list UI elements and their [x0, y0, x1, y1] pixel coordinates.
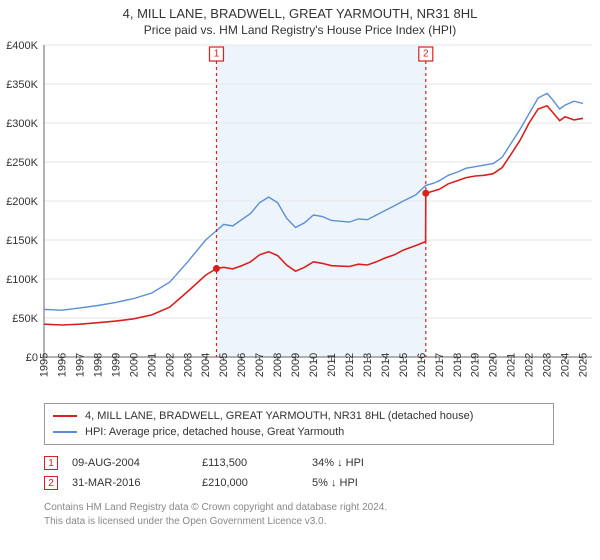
- event-row: 2 31-MAR-2016£210,0005% ↓ HPI: [44, 473, 554, 493]
- xtick-label: 2013: [362, 353, 374, 377]
- xtick-label: 2003: [182, 353, 194, 377]
- chart-title: 4, MILL LANE, BRADWELL, GREAT YARMOUTH, …: [0, 6, 600, 21]
- xtick-label: 2018: [452, 353, 464, 377]
- ytick-label: £100K: [6, 274, 38, 286]
- xtick-label: 2023: [542, 353, 554, 377]
- event-mini-box: 2: [44, 476, 58, 490]
- ytick-label: £50K: [12, 313, 38, 325]
- footnote-line2: This data is licensed under the Open Gov…: [44, 515, 554, 529]
- xtick-label: 2025: [578, 353, 590, 377]
- legend-label: HPI: Average price, detached house, Grea…: [85, 426, 344, 438]
- event-row: 1 09-AUG-2004£113,50034% ↓ HPI: [44, 453, 554, 473]
- ytick-label: £400K: [6, 40, 38, 52]
- legend-label: 4, MILL LANE, BRADWELL, GREAT YARMOUTH, …: [85, 410, 473, 422]
- ytick-label: £150K: [6, 235, 38, 247]
- xtick-label: 2004: [200, 353, 212, 377]
- xtick-label: 2022: [524, 353, 536, 377]
- legend: 4, MILL LANE, BRADWELL, GREAT YARMOUTH, …: [44, 403, 554, 445]
- xtick-label: 2008: [272, 353, 284, 377]
- event-price: £113,500: [202, 457, 312, 469]
- xtick-label: 2000: [128, 353, 140, 377]
- xtick-label: 2011: [326, 353, 338, 377]
- xtick-label: 1997: [74, 353, 86, 377]
- footnote: Contains HM Land Registry data © Crown c…: [44, 501, 554, 528]
- event-mini-box: 1: [44, 456, 58, 470]
- ytick-label: £350K: [6, 79, 38, 91]
- footnote-line1: Contains HM Land Registry data © Crown c…: [44, 501, 554, 515]
- chart-subtitle: Price paid vs. HM Land Registry's House …: [0, 23, 600, 37]
- event-dot: [422, 190, 429, 197]
- xtick-label: 2012: [344, 353, 356, 377]
- xtick-label: 1995: [39, 353, 51, 377]
- chart-svg: £0 £50K £100K £150K £200K £250K £300K £350K £400…: [0, 37, 600, 397]
- ytick-label: £250K: [6, 157, 38, 169]
- legend-swatch: [53, 431, 77, 433]
- xtick-label: 2001: [146, 353, 158, 377]
- xtick-label: 2010: [308, 353, 320, 377]
- ytick-label: £200K: [6, 196, 38, 208]
- xtick-label: 2005: [218, 353, 230, 377]
- xtick-label: 1996: [56, 353, 68, 377]
- event-dot: [213, 265, 220, 272]
- ytick-label: £0: [26, 352, 38, 364]
- ytick-label: £300K: [6, 118, 38, 130]
- event-diff: 34% ↓ HPI: [312, 457, 442, 469]
- xtick-label: 2020: [488, 353, 500, 377]
- legend-item: HPI: Average price, detached house, Grea…: [53, 424, 545, 440]
- events-list: 1 09-AUG-2004£113,50034% ↓ HPI 2 31-MAR-201…: [44, 453, 554, 493]
- event-number: 2: [423, 49, 429, 60]
- chart: £0 £50K £100K £150K £200K £250K £300K £350K £400…: [0, 37, 600, 397]
- event-number: 1: [214, 49, 220, 60]
- xtick-label: 2007: [254, 353, 266, 377]
- legend-swatch: [53, 415, 77, 417]
- xtick-label: 2002: [164, 353, 176, 377]
- xtick-label: 2021: [506, 353, 518, 377]
- event-price: £210,000: [202, 477, 312, 489]
- xtick-label: 2014: [380, 353, 392, 377]
- xtick-label: 1998: [92, 353, 104, 377]
- xtick-label: 2015: [398, 353, 410, 377]
- xtick-label: 1999: [110, 353, 122, 377]
- xtick-label: 2017: [434, 353, 446, 377]
- xtick-label: 2024: [560, 353, 572, 377]
- xtick-label: 2009: [290, 353, 302, 377]
- event-date: 09-AUG-2004: [72, 457, 202, 469]
- xtick-label: 2006: [236, 353, 248, 377]
- event-diff: 5% ↓ HPI: [312, 477, 442, 489]
- xtick-label: 2019: [470, 353, 482, 377]
- legend-item: 4, MILL LANE, BRADWELL, GREAT YARMOUTH, …: [53, 408, 545, 424]
- event-date: 31-MAR-2016: [72, 477, 202, 489]
